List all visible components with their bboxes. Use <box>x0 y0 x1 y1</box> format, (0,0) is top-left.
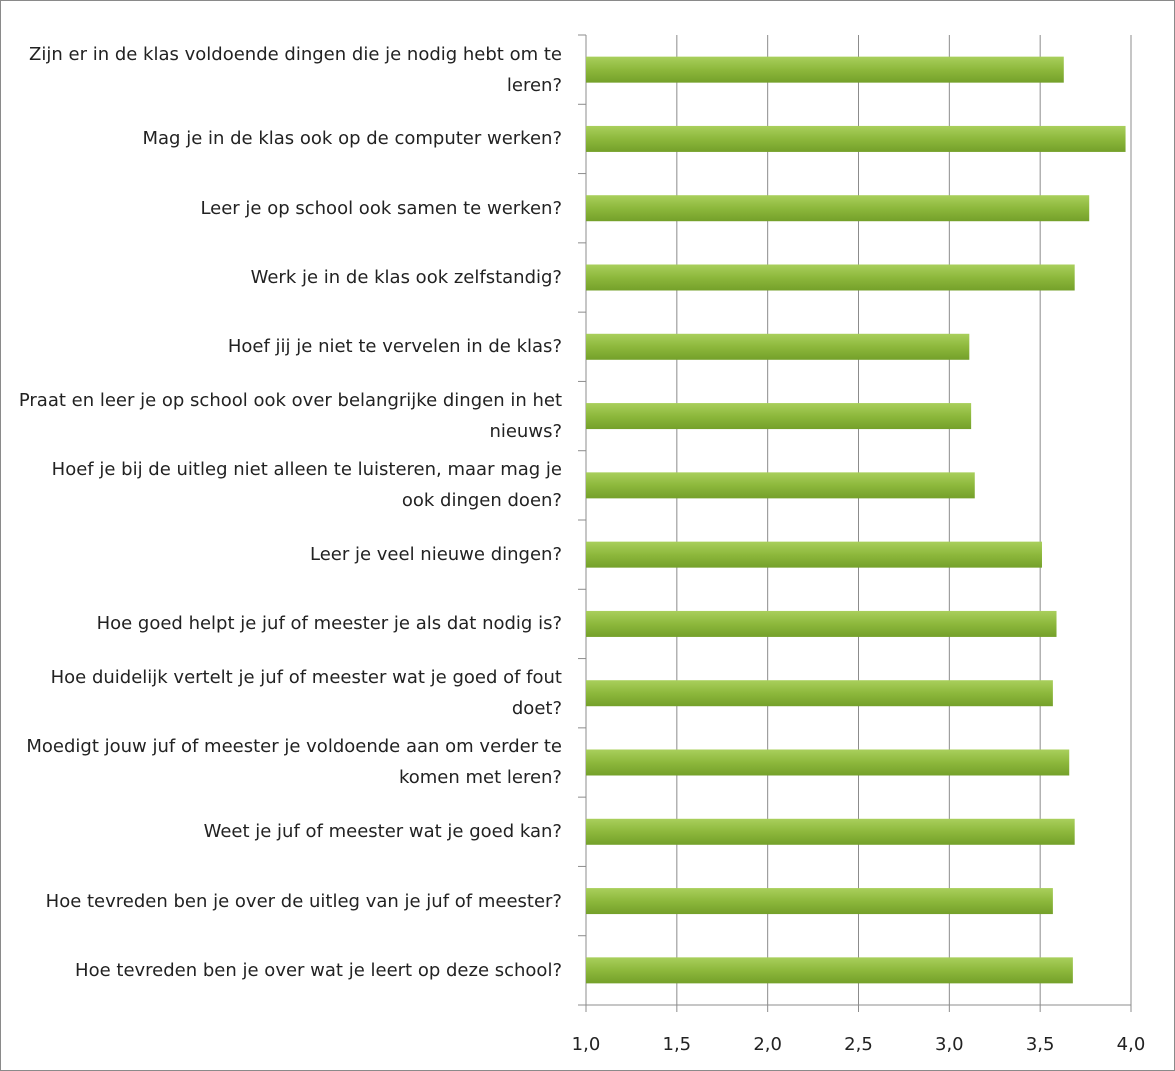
bar <box>586 541 1042 568</box>
y-tick-label: Hoe tevreden ben je over de uitleg van j… <box>45 890 562 912</box>
bar <box>586 264 1075 291</box>
bar <box>586 125 1126 152</box>
y-tick-label: Hoef je bij de uitleg niet alleen te lui… <box>51 459 562 512</box>
y-tick-label: Leer je op school ook samen te werken? <box>200 197 562 219</box>
x-tick-label: 3,5 <box>1026 1034 1055 1055</box>
x-tick-label: 2,5 <box>844 1034 873 1055</box>
x-tick-label: 2,0 <box>753 1034 782 1055</box>
bar <box>586 472 975 499</box>
bar <box>586 195 1090 222</box>
y-tick-label: Mag je in de klas ook op de computer wer… <box>142 128 562 150</box>
y-tick-label: Werk je in de klas ook zelfstandig? <box>250 266 562 288</box>
y-tick-label: Praat en leer je op school ook over bela… <box>18 390 562 443</box>
y-tick-label: Leer je veel nieuwe dingen? <box>309 544 562 566</box>
x-tick-label: 1,0 <box>572 1034 601 1055</box>
bar <box>586 749 1070 776</box>
x-tick-label: 3,0 <box>935 1034 964 1055</box>
y-tick-label: Hoe tevreden ben je over wat je leert op… <box>75 959 562 981</box>
y-tick-label: Hoef jij je niet te vervelen in de klas? <box>227 336 562 358</box>
bar <box>586 957 1073 984</box>
bar <box>586 818 1075 845</box>
bar <box>586 403 972 430</box>
y-tick-label: Moedigt jouw juf of meester je voldoende… <box>26 736 562 789</box>
x-tick-label: 1,5 <box>663 1034 692 1055</box>
y-tick-label: Hoe goed helpt je juf of meester je als … <box>96 613 562 635</box>
bar <box>586 333 970 360</box>
y-tick-label: Weet je juf of meester wat je goed kan? <box>203 821 562 843</box>
bar <box>586 888 1053 915</box>
x-tick-label: 4,0 <box>1117 1034 1146 1055</box>
bar <box>586 610 1057 637</box>
bar <box>586 680 1053 707</box>
y-tick-label: Hoe duidelijk vertelt je juf of meester … <box>50 667 562 720</box>
bar <box>586 56 1064 83</box>
y-tick-label: Zijn er in de klas voldoende dingen die … <box>29 43 562 96</box>
